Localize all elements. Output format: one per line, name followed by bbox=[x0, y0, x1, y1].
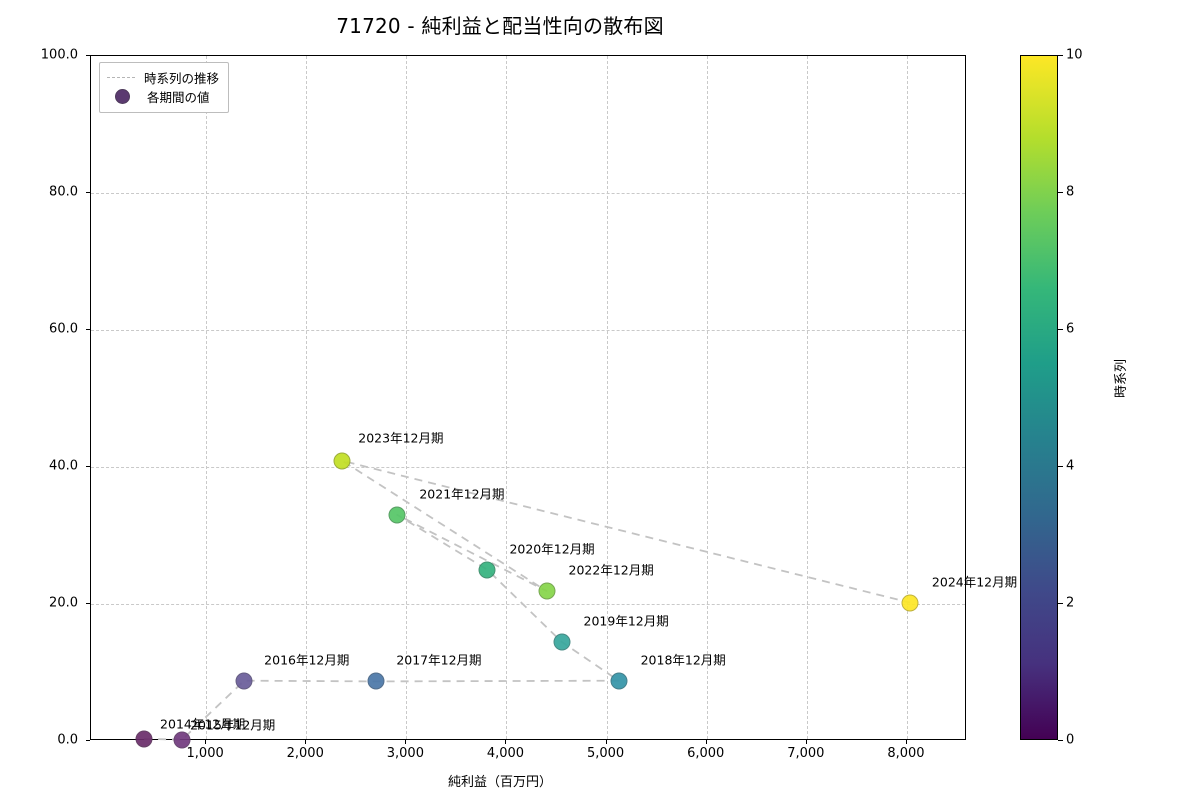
gridline-vertical bbox=[806, 56, 808, 739]
legend-label-trend: 時系列の推移 bbox=[144, 71, 220, 86]
x-tick-mark bbox=[705, 740, 707, 744]
y-tick-label: 100.0 bbox=[40, 47, 78, 63]
y-tick-mark bbox=[86, 192, 90, 193]
colorbar-tick-mark bbox=[1058, 466, 1063, 467]
legend-item-trend: 時系列の推移 bbox=[107, 68, 219, 87]
y-tick-mark bbox=[86, 329, 90, 330]
data-point[interactable] bbox=[538, 582, 556, 600]
x-tick-label: 4,000 bbox=[486, 746, 525, 761]
gridline-horizontal bbox=[91, 193, 965, 194]
data-point-label: 2021年12月期 bbox=[419, 486, 505, 502]
data-point-label: 2022年12月期 bbox=[568, 562, 654, 578]
data-point-label: 2018年12月期 bbox=[640, 652, 726, 668]
y-tick-label: 20.0 bbox=[49, 595, 78, 611]
data-point[interactable] bbox=[135, 730, 153, 748]
x-tick-mark bbox=[805, 740, 807, 744]
gridline-horizontal bbox=[91, 604, 965, 605]
x-tick-label: 1,000 bbox=[186, 746, 224, 761]
gridline-vertical bbox=[206, 56, 208, 739]
data-point[interactable] bbox=[367, 672, 385, 690]
y-tick-label: 80.0 bbox=[49, 184, 78, 200]
gridline-horizontal bbox=[91, 330, 965, 331]
colorbar-tick-label: 4 bbox=[1066, 458, 1075, 474]
legend-label-points: 各期間の値 bbox=[147, 90, 210, 105]
data-point-label: 2024年12月期 bbox=[931, 574, 1018, 590]
x-tick-label: 8,000 bbox=[887, 746, 925, 761]
colorbar bbox=[1020, 55, 1058, 740]
colorbar-tick-mark bbox=[1058, 740, 1063, 741]
colorbar-tick-mark bbox=[1058, 192, 1063, 193]
y-tick-mark bbox=[86, 55, 90, 56]
data-point[interactable] bbox=[901, 594, 919, 612]
colorbar-label: 時系列 bbox=[1114, 358, 1129, 398]
x-tick-label: 6,000 bbox=[687, 746, 725, 761]
colorbar-tick-label: 8 bbox=[1066, 184, 1075, 200]
x-axis-label: 純利益（百万円） bbox=[447, 775, 552, 790]
y-tick-label: 0.0 bbox=[57, 732, 78, 748]
data-point[interactable] bbox=[478, 561, 496, 579]
data-point-label: 2019年12月期 bbox=[583, 613, 669, 629]
x-tick-mark bbox=[205, 740, 207, 744]
y-tick-mark bbox=[86, 466, 90, 467]
colorbar-tick-label: 2 bbox=[1066, 595, 1075, 611]
data-point[interactable] bbox=[173, 731, 191, 749]
data-point-label: 2020年12月期 bbox=[509, 541, 595, 557]
y-tick-label: 40.0 bbox=[49, 458, 78, 474]
circle-marker-icon bbox=[115, 89, 130, 104]
trend-line bbox=[144, 459, 911, 741]
legend-item-points: 各期間の値 bbox=[107, 87, 219, 106]
x-tick-mark bbox=[905, 740, 907, 744]
gridline-horizontal bbox=[91, 467, 965, 468]
colorbar-tick-label: 0 bbox=[1066, 732, 1075, 748]
data-point[interactable] bbox=[553, 633, 571, 651]
y-tick-mark bbox=[86, 740, 90, 741]
x-tick-mark bbox=[405, 740, 407, 744]
colorbar-tick-mark bbox=[1058, 55, 1063, 56]
data-point[interactable] bbox=[333, 452, 351, 470]
gridline-vertical bbox=[406, 56, 408, 739]
colorbar-tick-mark bbox=[1058, 329, 1063, 330]
x-tick-label: 3,000 bbox=[386, 746, 424, 761]
colorbar-tick-mark bbox=[1058, 603, 1063, 604]
legend: 時系列の推移 各期間の値 bbox=[99, 62, 230, 113]
x-tick-mark bbox=[305, 740, 307, 744]
gridline-vertical bbox=[706, 56, 708, 739]
x-tick-mark bbox=[605, 740, 607, 744]
page-title: 71720 - 純利益と配当性向の散布図 bbox=[336, 14, 664, 38]
data-point-label: 2014年12月期 bbox=[160, 716, 246, 732]
data-point-label: 2023年12月期 bbox=[358, 430, 444, 446]
x-tick-label: 2,000 bbox=[286, 746, 324, 761]
y-tick-label: 60.0 bbox=[49, 321, 78, 337]
x-tick-label: 7,000 bbox=[787, 746, 825, 761]
colorbar-tick-label: 10 bbox=[1066, 47, 1083, 63]
x-tick-label: 5,000 bbox=[586, 746, 625, 761]
data-point[interactable] bbox=[610, 672, 628, 690]
data-point-label: 2017年12月期 bbox=[396, 652, 482, 668]
gridline-vertical bbox=[606, 56, 608, 739]
y-tick-mark bbox=[86, 603, 90, 604]
x-tick-mark bbox=[505, 740, 507, 744]
y-axis-label: 配当性向 (%) bbox=[0, 319, 1, 398]
gridline-vertical bbox=[506, 56, 508, 739]
data-point-label: 2016年12月期 bbox=[264, 652, 350, 668]
gridline-vertical bbox=[906, 56, 908, 739]
plot-area: 2014年12月期 2015年12月期 2016年12月期 2017年12月期 2018… bbox=[90, 55, 1017, 749]
data-point[interactable] bbox=[388, 506, 406, 524]
dashed-line-icon bbox=[107, 77, 135, 78]
data-point[interactable] bbox=[235, 672, 253, 690]
data-point-label: 2015年12月期 bbox=[190, 717, 276, 733]
colorbar-tick-label: 6 bbox=[1066, 321, 1075, 337]
gridline-vertical bbox=[306, 56, 308, 739]
